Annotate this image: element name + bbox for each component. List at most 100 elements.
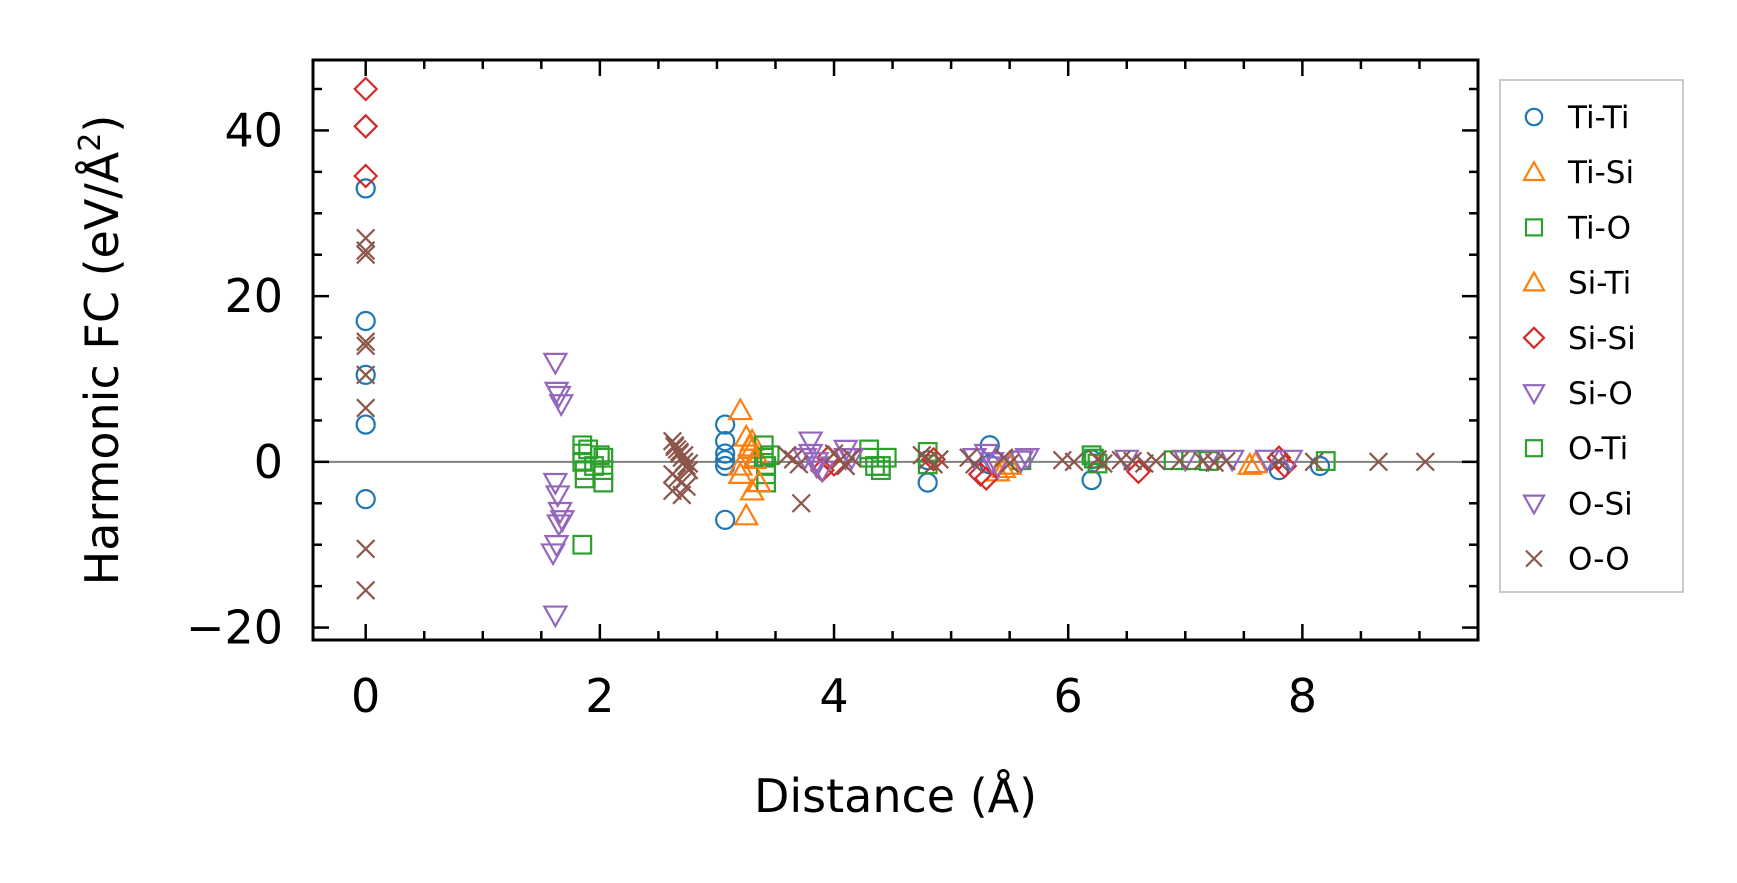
legend-label: Ti-Ti: [1567, 100, 1630, 136]
point-ti-si: [1242, 450, 1269, 474]
x-tick-label: 2: [585, 669, 614, 723]
point-o-o: [791, 493, 811, 513]
point-o-o: [662, 481, 683, 501]
legend-item-ti-o: Ti-O: [1524, 210, 1631, 246]
legend: Ti-Ti Ti-Si Ti-O Si-Ti Si-Si Si-O O-Ti O-Si O-O: [1499, 79, 1684, 593]
point-si-o: [542, 605, 569, 629]
legend-marker-si-o: [1522, 384, 1546, 406]
plot-area: [313, 76, 1478, 629]
y-axis-label-superscript: 2: [73, 133, 108, 152]
point-o-si: [791, 448, 818, 471]
point-si-ti: [746, 469, 772, 493]
legend-label: Si-O: [1568, 376, 1633, 412]
x-tick-label: 8: [1288, 669, 1317, 723]
legend-items: Ti-Ti Ti-Si Ti-O Si-Ti Si-Si Si-O O-Ti O-Si O-O: [1522, 100, 1636, 578]
point-si-ti: [1236, 451, 1263, 475]
legend-marker-ti-si: [1522, 159, 1546, 182]
point-o-o: [1064, 452, 1084, 472]
point-ti-ti: [355, 310, 376, 332]
point-o-o: [1216, 451, 1236, 471]
legend-label: O-Si: [1568, 486, 1633, 522]
point-o-ti: [589, 445, 610, 466]
point-ti-si: [733, 423, 760, 447]
point-si-o: [545, 385, 572, 409]
point-o-o: [1368, 452, 1389, 472]
point-o-o: [1134, 453, 1154, 474]
point-ti-ti: [355, 178, 376, 199]
point-o-o: [777, 445, 797, 465]
point-ti-o: [1315, 451, 1336, 471]
legend-item-si-o: Si-O: [1522, 376, 1633, 412]
point-si-o: [1277, 449, 1304, 473]
point-ti-ti: [355, 414, 376, 435]
point-o-si: [1008, 450, 1035, 474]
point-o-o: [1093, 453, 1113, 474]
point-o-o: [1146, 451, 1166, 471]
point-ti-o: [572, 534, 593, 555]
point-o-o: [672, 485, 692, 505]
x-axis-label: Distance (Å): [754, 769, 1037, 823]
point-ti-si: [727, 461, 754, 484]
point-o-ti: [870, 456, 891, 476]
point-o-o: [1415, 452, 1435, 472]
y-axis-label-main: Harmonic FC (eV/Å: [75, 151, 129, 585]
y-axis-label-close: ): [75, 115, 129, 133]
point-si-o: [985, 456, 1011, 480]
point-ti-ti: [715, 509, 736, 530]
point-o-o: [356, 365, 376, 385]
point-ti-si: [990, 455, 1017, 479]
point-o-o: [1052, 450, 1072, 470]
point-o-o: [356, 332, 376, 352]
legend-marker-o-o: [1525, 549, 1543, 568]
point-o-o: [679, 453, 699, 474]
point-ti-si: [733, 502, 760, 526]
y-axis-label: Harmonic FC (eV/Å2): [73, 115, 129, 586]
point-o-o: [356, 245, 376, 265]
point-si-o: [797, 431, 824, 455]
point-si-si: [1125, 459, 1152, 485]
point-o-o: [964, 454, 985, 474]
point-si-o: [545, 514, 572, 538]
point-si-o: [544, 485, 571, 509]
y-tick-label: 0: [254, 435, 283, 489]
point-o-si: [803, 456, 830, 480]
point-si-si: [353, 113, 379, 139]
y-tick-label: −20: [186, 601, 283, 655]
point-o-o: [1169, 451, 1190, 471]
point-o-o: [1204, 453, 1225, 473]
y-tick-label: 20: [224, 269, 283, 323]
point-ti-ti: [715, 450, 736, 471]
y-tick-label: 40: [224, 103, 283, 157]
series-o-ti: [578, 439, 1202, 476]
point-si-o: [542, 352, 569, 376]
legend-label: Si-Si: [1568, 321, 1636, 357]
point-o-o: [1000, 453, 1020, 474]
point-o-o: [356, 336, 376, 356]
legend-item-ti-ti: Ti-Ti: [1524, 100, 1630, 136]
legend-item-o-ti: O-Ti: [1524, 431, 1628, 467]
point-ti-ti: [715, 443, 736, 464]
point-o-o: [929, 449, 949, 469]
point-o-o: [1269, 452, 1289, 472]
legend-marker-si-si: [1522, 326, 1546, 350]
x-tick-label: 4: [819, 669, 848, 723]
legend-label: Ti-Si: [1567, 155, 1634, 191]
point-si-o: [548, 394, 575, 418]
series-o-o: [356, 228, 1435, 600]
legend-label: O-O: [1568, 542, 1630, 578]
point-o-o: [1087, 449, 1108, 469]
legend-marker-o-si: [1522, 494, 1546, 516]
x-tick-label: 0: [351, 669, 380, 723]
point-ti-ti: [1081, 469, 1102, 491]
point-o-o: [836, 456, 856, 476]
legend-marker-ti-ti: [1524, 107, 1544, 127]
point-o-ti: [584, 456, 604, 476]
point-o-o: [679, 460, 699, 480]
point-ti-ti: [355, 364, 376, 385]
point-ti-o: [1087, 453, 1108, 474]
point-si-o: [1014, 448, 1041, 471]
point-o-o: [1123, 451, 1143, 471]
point-o-o: [1304, 452, 1324, 472]
legend-item-ti-si: Ti-Si: [1522, 155, 1634, 191]
